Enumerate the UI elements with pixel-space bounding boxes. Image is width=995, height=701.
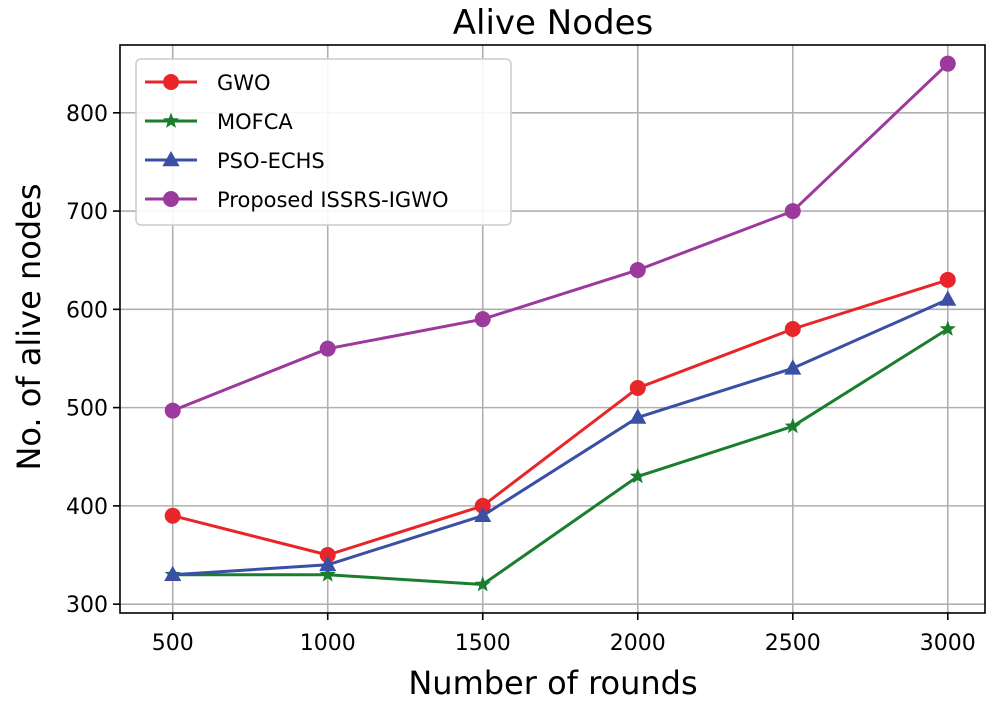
data-point-pso-echs [319,555,337,572]
x-tick-label: 2000 [610,631,666,656]
legend-box [135,58,512,226]
data-point-mofca [939,320,956,336]
x-tick-label: 1500 [455,631,511,656]
data-point-gwo [784,321,801,337]
data-point-mofca [319,566,336,582]
data-point-pso-echs [474,506,492,522]
legend-marker [162,112,180,128]
y-tick-label: 800 [66,102,108,127]
legend-marker [163,74,179,90]
legend-label: PSO-ECHS [217,149,325,173]
x-tick-label: 3000 [920,631,976,656]
y-tick-label: 700 [66,200,108,225]
data-point-mofca [474,576,491,592]
series-line-gwo [172,278,949,557]
series-line-mofca [172,327,949,586]
legend-marker [162,151,180,167]
x-tick-label: 2500 [765,631,821,656]
data-point-proposed-issrs-igwo [629,262,646,279]
x-tick-label: 500 [152,631,194,656]
data-point-pso-echs [939,290,957,306]
data-point-pso-echs [784,359,802,375]
data-point-proposed-issrs-igwo [319,340,336,357]
series-pso-echs [164,290,957,581]
axis-ticks: 500 1000 1500 2000 2500 3000 300 400 500 600 700 80… [66,102,976,656]
series-gwo [164,271,956,564]
legend-label: GWO [217,71,271,95]
data-point-pso-echs [164,565,182,581]
legend-label: MOFCA [217,110,293,134]
legend-label: Proposed ISSRS-IGWO [217,188,448,212]
data-point-mofca [784,417,801,434]
data-point-mofca [629,467,646,484]
chart-title: Alive Nodes [453,3,653,43]
data-point-proposed-issrs-igwo [784,203,801,220]
y-tick-label: 500 [66,397,108,422]
series-layer [164,55,957,592]
y-tick-label: 600 [66,298,108,323]
legend-marker [163,191,179,207]
data-point-gwo [629,379,646,396]
series-mofca [164,320,956,592]
data-point-gwo [319,547,336,564]
legend: GWO MOFCA PSO-ECHS Proposed ISSRS-IGWO [135,58,512,226]
data-point-gwo [474,497,491,514]
series-proposed-issrs-igwo [164,55,956,419]
data-point-proposed-issrs-igwo [164,402,181,419]
data-point-gwo [939,271,956,288]
y-tick-label: 300 [66,593,108,618]
x-tick-label: 1000 [300,631,356,656]
data-point-proposed-issrs-igwo [939,55,956,72]
data-point-pso-echs [629,408,647,424]
series-line-proposed-issrs-igwo [172,62,949,412]
data-point-proposed-issrs-igwo [474,311,491,328]
x-axis-label: Number of rounds [408,664,697,701]
data-point-gwo [164,507,181,524]
series-line-pso-echs [172,298,949,577]
y-tick-label: 400 [66,495,108,520]
y-axis-label: No. of alive nodes [10,183,48,470]
plot-frame [119,44,986,614]
